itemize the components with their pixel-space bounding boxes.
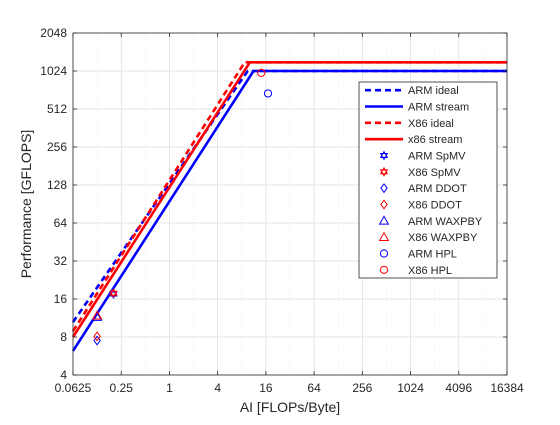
legend-swatch-arm-spmv	[379, 150, 389, 161]
data-point-x86-spmv	[109, 288, 118, 299]
y-tick-label: 8	[60, 330, 67, 344]
legend-swatch-arm-hpl	[379, 249, 389, 258]
legend-label-x86-waxpby: X86 WAXPBY	[408, 232, 478, 244]
series-line-x86-stream	[71, 60, 507, 338]
x-tick-label: 256	[352, 381, 372, 395]
x-tick-label: 64	[307, 381, 321, 395]
data-point-arm-waxpby	[91, 311, 103, 321]
legend-swatch-x86-waxpby	[378, 231, 390, 241]
legend-swatch-x86-spmv	[379, 166, 389, 177]
y-tick-label: 1024	[40, 64, 67, 78]
data-point-x86-hpl	[257, 68, 266, 77]
legend-label-arm-ddot: ARM DDOT	[408, 183, 467, 195]
legend-label-x86-spmv: X86 SpMV	[408, 167, 461, 179]
y-tick-label: 256	[47, 140, 67, 154]
legend-swatch-arm-ddot	[380, 183, 388, 194]
y-axis-title: Performance [GFLOPS]	[18, 130, 34, 279]
legend-label-arm-ideal: ARM ideal	[408, 85, 459, 97]
x-axis-title: AI [FLOPs/Byte]	[240, 399, 340, 415]
series-line-arm-ideal	[71, 69, 507, 323]
series-layer	[71, 60, 507, 352]
data-point-x86-waxpby	[91, 310, 103, 320]
x-tick-label: 0.0625	[55, 381, 92, 395]
legend-swatch-arm-waxpby	[378, 215, 390, 225]
legend-label-arm-spmv: ARM SpMV	[408, 151, 466, 163]
x-tick-label: 16	[259, 381, 273, 395]
legend-label-arm-stream: ARM stream	[408, 102, 469, 114]
y-tick-label: 32	[54, 254, 68, 268]
legend-label-x86-stream: x86 stream	[408, 134, 462, 146]
data-point-arm-hpl	[263, 89, 273, 98]
series-line-arm-stream	[71, 69, 507, 352]
plot-frame	[72, 32, 508, 376]
legend-swatch-x86-ddot	[380, 199, 388, 210]
legend: ARM ideal ARM stream X86 ideal x86 stream AR…	[358, 81, 498, 279]
y-tick-label: 512	[47, 102, 67, 116]
x-tick-label: 1024	[397, 381, 424, 395]
legend-box	[358, 81, 498, 279]
x-tick-label: 1	[166, 381, 173, 395]
legend-label-arm-hpl: ARM HPL	[408, 249, 457, 261]
y-tick-label: 128	[47, 178, 67, 192]
y-tick-label: 2048	[40, 26, 67, 40]
legend-label-arm-waxpby: ARM WAXPBY	[408, 216, 483, 228]
legend-swatch-x86-hpl	[379, 265, 389, 274]
x-tick-label: 0.25	[110, 381, 134, 395]
legend-label-x86-hpl: X86 HPL	[408, 265, 452, 277]
x-tick-label: 16384	[490, 381, 524, 395]
x-tick-label: 4096	[445, 381, 472, 395]
legend-label-x86-ddot: X86 DDOT	[408, 200, 462, 212]
data-point-x86-ddot	[93, 331, 101, 342]
tick-layer: 0.0625 0.25 1 4 16 64 256 1024 4096 16384 4 8 16 32 64…	[40, 26, 524, 395]
legend-label-x86-ideal: X86 ideal	[408, 118, 454, 130]
x-tick-label: 4	[214, 381, 221, 395]
y-tick-label: 16	[54, 292, 68, 306]
y-tick-label: 4	[60, 368, 67, 382]
y-tick-label: 64	[54, 216, 68, 230]
data-point-arm-ddot	[93, 335, 101, 346]
